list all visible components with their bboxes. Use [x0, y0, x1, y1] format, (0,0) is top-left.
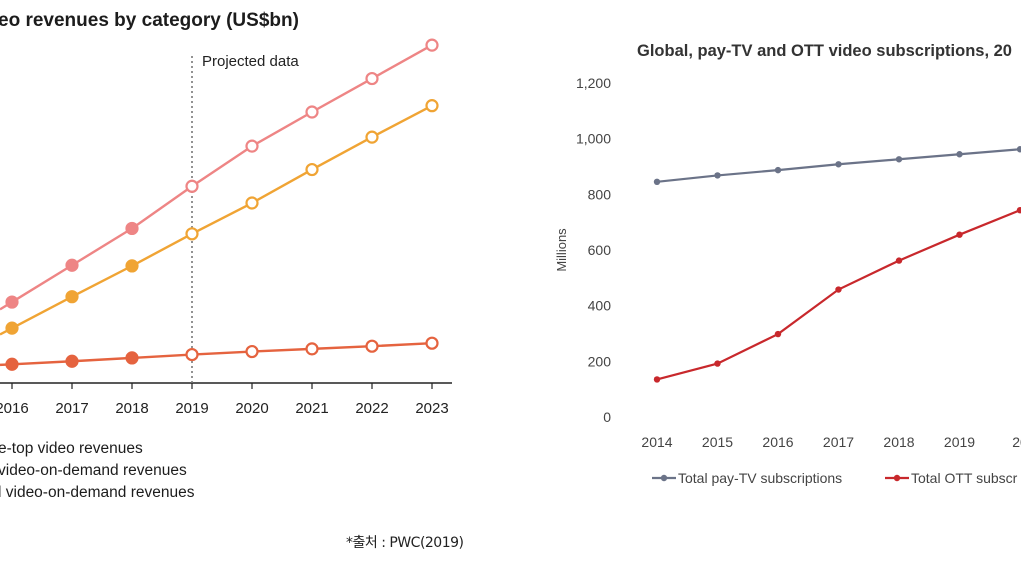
x-tick-label: 2017: [823, 434, 854, 450]
y-tick-label: 0: [603, 409, 611, 425]
data-point: [774, 166, 782, 174]
legend-entry: Total OTT subscr: [911, 470, 1018, 486]
x-tick-label: 2016: [762, 434, 793, 450]
data-point: [65, 258, 79, 272]
data-point: [65, 354, 79, 368]
data-point: [65, 290, 79, 304]
y-axis-label: Millions: [554, 228, 569, 272]
data-point: [895, 257, 903, 264]
x-tick-label: 2020: [235, 400, 268, 417]
data-point: [835, 286, 842, 293]
chart-title: Global, pay-TV and OTT video subscriptio…: [637, 42, 1012, 60]
data-point: [5, 321, 19, 335]
data-point: [125, 221, 139, 236]
x-tick-label: 2017: [55, 400, 88, 417]
data-point: [714, 360, 721, 367]
series-line: [656, 209, 1021, 381]
legend-swatch-marker: [893, 474, 901, 482]
y-tick-label: 800: [588, 186, 612, 202]
source-caption: *출처 : PWC(2019): [346, 535, 464, 551]
x-tick-label: 2019: [175, 400, 208, 417]
data-point: [895, 156, 903, 163]
data-point: [425, 336, 439, 350]
data-point: [774, 330, 782, 338]
x-tick-label: 2019: [944, 434, 975, 450]
x-tick-label: 2022: [355, 400, 388, 417]
data-point: [5, 357, 19, 371]
data-point: [425, 38, 439, 52]
data-point: [425, 99, 439, 113]
legend-entry: e-top video revenues: [0, 440, 143, 457]
data-point: [125, 351, 139, 365]
x-tick-label: 2015: [702, 434, 733, 450]
projection-label: Projected data: [202, 53, 299, 70]
data-point: [835, 161, 842, 168]
data-point: [1016, 146, 1021, 153]
legend-swatch-marker: [660, 474, 668, 482]
data-point: [956, 151, 963, 158]
data-point: [365, 130, 379, 144]
data-point: [185, 179, 199, 193]
x-tick-label: 2014: [641, 434, 672, 450]
x-tick-label: 2016: [0, 400, 29, 417]
data-point: [365, 71, 379, 86]
y-tick-label: 1,000: [576, 131, 611, 147]
y-tick-label: 400: [588, 298, 612, 314]
legend-entry: video-on-demand revenues: [0, 462, 187, 479]
x-tick-label: 2021: [295, 400, 328, 417]
y-tick-label: 200: [588, 353, 612, 369]
data-point: [185, 227, 199, 241]
data-point: [245, 196, 259, 210]
data-point: [245, 139, 259, 153]
data-point: [305, 162, 319, 177]
data-point: [653, 376, 661, 383]
data-point: [365, 339, 379, 353]
x-tick-label: 2023: [415, 400, 448, 417]
data-point: [305, 105, 319, 119]
data-point: [714, 172, 721, 179]
data-point: [653, 178, 661, 186]
data-point: [1016, 206, 1021, 214]
legend-entry: l video-on-demand revenues: [0, 484, 195, 501]
data-point: [5, 295, 19, 309]
x-tick-label: 20: [1012, 434, 1021, 450]
x-tick-label: 2018: [883, 434, 914, 450]
data-point: [956, 231, 963, 238]
revenue-chart: eo revenues by category (US$bn) Projected…: [0, 10, 452, 501]
data-point: [185, 347, 199, 362]
legend-entry: Total pay-TV subscriptions: [678, 470, 842, 486]
data-point: [245, 344, 259, 359]
data-point: [305, 342, 319, 356]
y-tick-label: 1,200: [576, 75, 611, 91]
data-point: [125, 259, 139, 273]
x-tick-label: 2018: [115, 400, 148, 417]
chart-title: eo revenues by category (US$bn): [0, 10, 299, 31]
y-tick-label: 600: [588, 242, 612, 258]
